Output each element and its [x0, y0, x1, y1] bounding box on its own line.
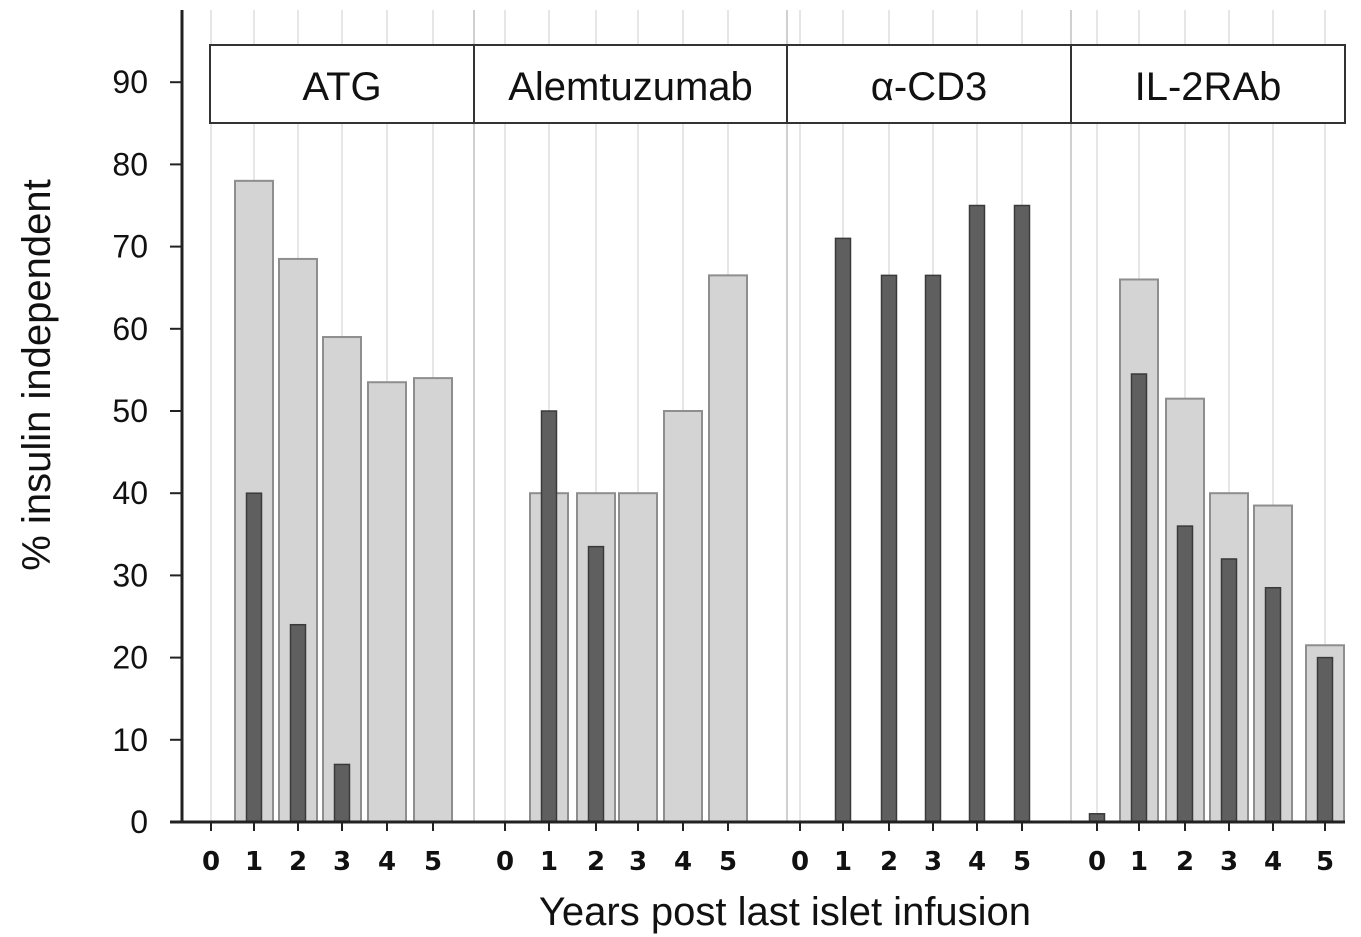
panel-label-2: Alemtuzumab [508, 65, 753, 109]
light-bar-2-year-3 [618, 492, 658, 823]
x-tick-label-3-3: 3 [924, 847, 942, 877]
dark-bar-3-year-5 [1013, 204, 1031, 823]
x-tick-label-3-1: 1 [834, 847, 852, 877]
x-tick-label-3-2: 2 [880, 847, 898, 877]
x-tick-label-4-2: 2 [1176, 847, 1194, 877]
y-tick-label-80: 80 [112, 146, 148, 182]
axes [170, 10, 1345, 831]
bars [234, 179, 1345, 824]
y-tick-labels: 0 10 20 30 40 50 60 70 80 90 [112, 64, 148, 840]
dark-bar-3-year-2 [880, 274, 898, 823]
x-tick-label-2-2: 2 [587, 847, 605, 877]
y-tick-label-70: 70 [112, 229, 148, 265]
y-axis-title: % insulin independent [15, 179, 59, 570]
x-tick-label-4-0: 0 [1088, 847, 1106, 877]
y-tick-label-10: 10 [112, 722, 148, 758]
x-tick-label-4-1: 1 [1130, 847, 1148, 877]
dark-bar-1-year-2 [289, 623, 307, 823]
x-tick-label-4-5: 5 [1316, 847, 1334, 877]
y-tick-label-20: 20 [112, 640, 148, 676]
panel-label-1: ATG [302, 65, 381, 109]
dark-bar-3-year-1 [834, 237, 852, 823]
x-tick-label-1-3: 3 [333, 847, 351, 877]
y-tick-label-40: 40 [112, 475, 148, 511]
dark-bar-1-year-1 [245, 492, 263, 823]
y-tick-label-90: 90 [112, 64, 148, 100]
panel-box-4 [1070, 44, 1346, 124]
light-bar-2-year-5 [708, 274, 748, 823]
dark-bar-2-year-1 [540, 410, 558, 823]
x-tick-label-2-5: 5 [719, 847, 737, 877]
light-bar-1-year-4 [367, 381, 407, 823]
dark-bar-4-year-1 [1130, 373, 1148, 823]
x-tick-label-2-4: 4 [674, 847, 692, 877]
x-tick-label-1-0: 0 [202, 847, 220, 877]
dark-bar-3-year-3 [924, 274, 942, 823]
dark-bar-4-year-2 [1176, 525, 1194, 823]
dark-bar-1-year-3 [333, 763, 351, 823]
x-tick-label-2-1: 1 [540, 847, 558, 877]
y-tick-label-60: 60 [112, 311, 148, 347]
panel-label-3: α-CD3 [871, 65, 987, 109]
y-tick-label-30: 30 [112, 557, 148, 593]
y-tick-label-50: 50 [112, 393, 148, 429]
x-tick-label-3-0: 0 [791, 847, 809, 877]
x-tick-label-3-4: 4 [968, 847, 986, 877]
x-tick-label-1-4: 4 [378, 847, 396, 877]
x-tick-label-4-4: 4 [1264, 847, 1282, 877]
x-tick-label-2-0: 0 [496, 847, 514, 877]
light-bar-1-year-3 [322, 336, 362, 823]
dark-bar-3-year-4 [968, 204, 986, 823]
x-tick-label-1-1: 1 [245, 847, 263, 877]
x-tick-label-4-3: 3 [1220, 847, 1238, 877]
panel-header-boxes: ATG Alemtuzumab α-CD3 IL-2RAb [209, 44, 1346, 124]
panel-box-3 [786, 44, 1072, 124]
light-bar-1-year-5 [413, 377, 453, 823]
dark-bar-4-year-4 [1264, 586, 1282, 823]
dark-bar-2-year-2 [587, 545, 605, 823]
x-tick-label-1-2: 2 [289, 847, 307, 877]
y-tick-label-0: 0 [130, 804, 148, 840]
dark-bar-4-year-3 [1220, 558, 1238, 823]
panel-label-4: IL-2RAb [1135, 65, 1282, 109]
x-tick-label-3-5: 5 [1013, 847, 1031, 877]
x-tick-label-2-3: 3 [629, 847, 647, 877]
x-tick-label-1-5: 5 [424, 847, 442, 877]
x-axis-title: Years post last islet infusion [539, 890, 1031, 934]
light-bar-2-year-4 [663, 410, 703, 823]
dark-bar-4-year-5 [1316, 656, 1334, 823]
